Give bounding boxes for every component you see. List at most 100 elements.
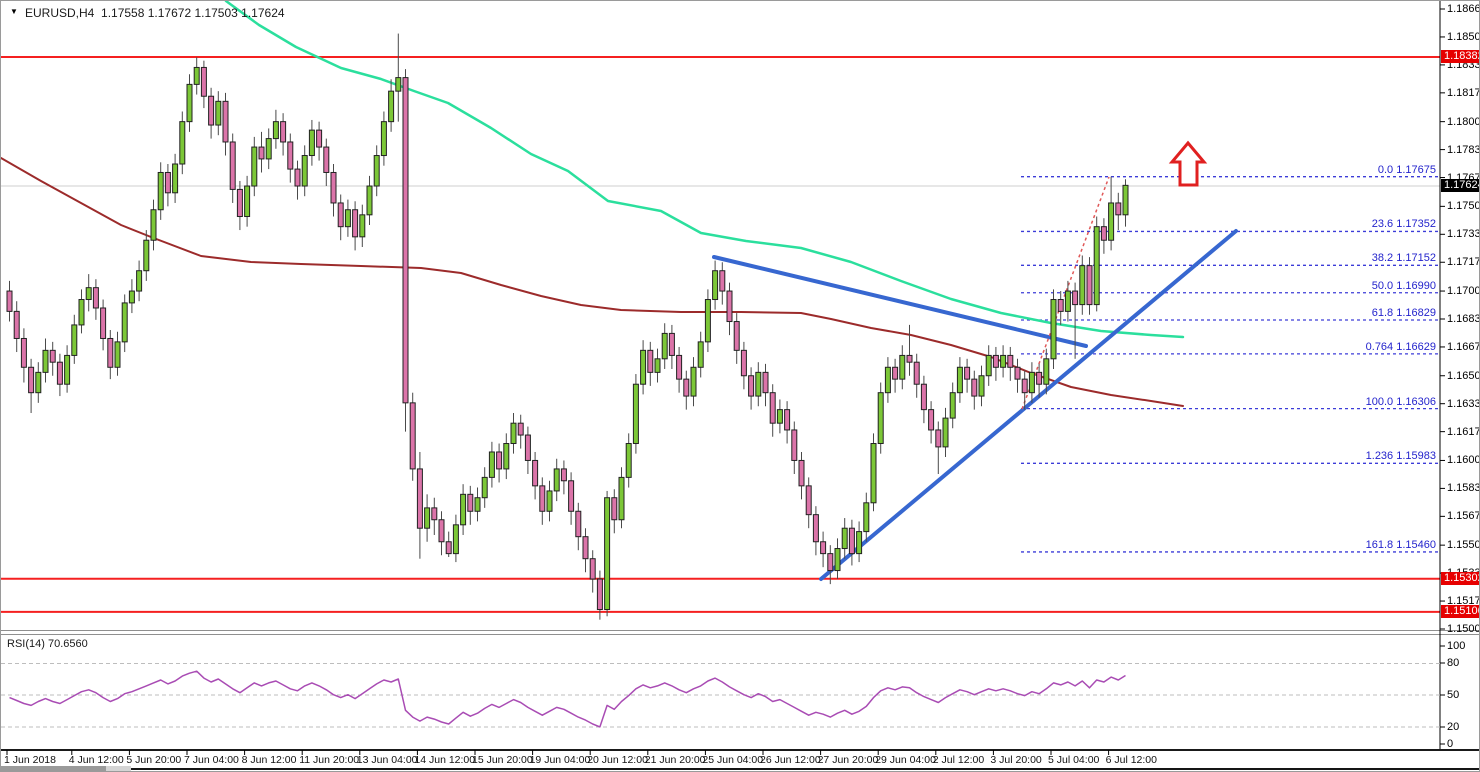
fib-level-label: 100.0 1.16306 <box>1365 395 1436 408</box>
price-tick-label: 1.15170 <box>1447 595 1479 608</box>
bear-candle <box>920 383 927 411</box>
date-label: 8 Jun 12:00 <box>241 754 297 766</box>
bull-candle <box>654 358 661 373</box>
panel-divider-top[interactable] <box>1 630 1480 631</box>
date-label: 14 Jun 12:00 <box>414 754 476 766</box>
descending-trendline[interactable] <box>712 255 1088 348</box>
rsi-scale-label: 100 <box>1447 640 1466 652</box>
bear-candle <box>733 321 740 351</box>
rsi-scale-label: 50 <box>1447 689 1460 701</box>
bear-candle <box>589 558 596 580</box>
bear-candle <box>611 497 618 521</box>
bull-candle <box>640 349 647 385</box>
horizontal-scrollbar-thumb-end[interactable] <box>106 766 131 771</box>
bear-candle <box>791 429 798 461</box>
bear-candle <box>748 375 755 397</box>
up-arrow-annotation[interactable] <box>1168 140 1208 187</box>
fib-level-label: 0.764 1.16629 <box>1365 340 1436 353</box>
bear-candle <box>820 541 827 555</box>
bull-candle <box>179 121 186 165</box>
price-tick-label: 1.16170 <box>1447 425 1479 438</box>
slow-moving-average-line[interactable] <box>1 157 1184 407</box>
bear-candle <box>928 409 935 431</box>
bull-candle <box>1050 299 1057 360</box>
bull-candle <box>704 299 711 343</box>
bear-candle <box>517 422 524 436</box>
bear-candle <box>668 332 675 356</box>
bull-candle <box>265 138 272 160</box>
bull-candle <box>380 121 387 157</box>
bull-candle <box>488 451 495 478</box>
bear-candle <box>647 349 654 373</box>
bull-candle <box>1064 290 1071 312</box>
bull-candle <box>1122 184 1129 216</box>
bear-candle <box>409 402 416 470</box>
price-tick-label: 1.17000 <box>1447 285 1479 298</box>
symbol-dropdown-icon[interactable]: ▼ <box>10 7 18 16</box>
bear-candle <box>532 459 539 487</box>
date-label: 15 Jun 20:00 <box>472 754 533 766</box>
rsi-line <box>9 670 1126 728</box>
bear-candle <box>539 485 546 512</box>
bull-candle <box>388 90 395 123</box>
price-tick-label: 1.15835 <box>1447 482 1479 495</box>
bear-candle <box>560 468 567 482</box>
horizontal-scrollbar-track[interactable] <box>131 768 1479 770</box>
bull-candle <box>373 155 380 187</box>
bull-candle <box>604 497 611 611</box>
candles-group[interactable] <box>6 33 1129 620</box>
bull-candle <box>776 409 783 424</box>
date-label: 1 Jun 2018 <box>4 754 56 766</box>
panel-divider-bottom[interactable] <box>1 634 1480 635</box>
bull-candle <box>985 354 992 377</box>
price-tick-label: 1.16335 <box>1447 397 1479 410</box>
bull-candle <box>64 354 71 385</box>
price-tick-label: 1.18665 <box>1447 3 1479 15</box>
fib-anchor-line[interactable] <box>1021 176 1110 410</box>
bull-candle <box>186 83 193 123</box>
bear-candle <box>784 409 791 431</box>
bear-candle <box>827 553 834 572</box>
bear-candle <box>719 270 726 292</box>
bull-candle <box>143 239 150 272</box>
bull-candle <box>863 502 870 533</box>
bull-candle <box>460 493 467 526</box>
date-label: 11 Jun 20:00 <box>299 754 360 766</box>
price-tick-label: 1.16500 <box>1447 369 1479 382</box>
bull-candle <box>546 490 553 512</box>
bull-candle <box>344 209 351 228</box>
price-tick-label: 1.15500 <box>1447 539 1479 552</box>
bear-candle <box>100 307 107 339</box>
bull-candle <box>1079 265 1086 306</box>
bull-candle <box>78 299 85 326</box>
rsi-scale-label: 80 <box>1447 657 1460 669</box>
bear-candle <box>200 66 207 97</box>
date-label: 29 Jun 04:00 <box>875 754 936 766</box>
date-label: 3 Jul 20:00 <box>990 754 1042 766</box>
date-label: 4 Jun 12:00 <box>68 754 124 766</box>
bear-candle <box>906 354 913 363</box>
support-price-tag: 1.15106 <box>1441 605 1479 619</box>
bull-candle <box>618 476 625 521</box>
bear-candle <box>287 141 294 170</box>
bull-candle <box>150 209 157 241</box>
ascending-trendline[interactable] <box>819 229 1238 581</box>
bear-candle <box>1007 354 1014 368</box>
resistance-price-tag: 1.18382 <box>1441 50 1479 64</box>
bull-candle <box>1043 358 1050 385</box>
fast-moving-average-line[interactable] <box>224 1 1185 339</box>
bear-candle <box>582 536 589 560</box>
date-label: 2 Jul 12:00 <box>932 754 985 766</box>
bear-candle <box>49 349 56 363</box>
support-price-tag: 1.15302 <box>1441 572 1479 586</box>
bear-candle <box>467 493 474 512</box>
bear-candle <box>848 527 855 555</box>
fib-level-label: 61.8 1.16829 <box>1371 307 1436 320</box>
bear-candle <box>1021 378 1028 394</box>
bear-candle <box>236 188 243 218</box>
horizontal-scrollbar-thumb[interactable] <box>1 766 106 771</box>
bear-candle <box>20 337 27 368</box>
bear-candle <box>812 514 819 543</box>
